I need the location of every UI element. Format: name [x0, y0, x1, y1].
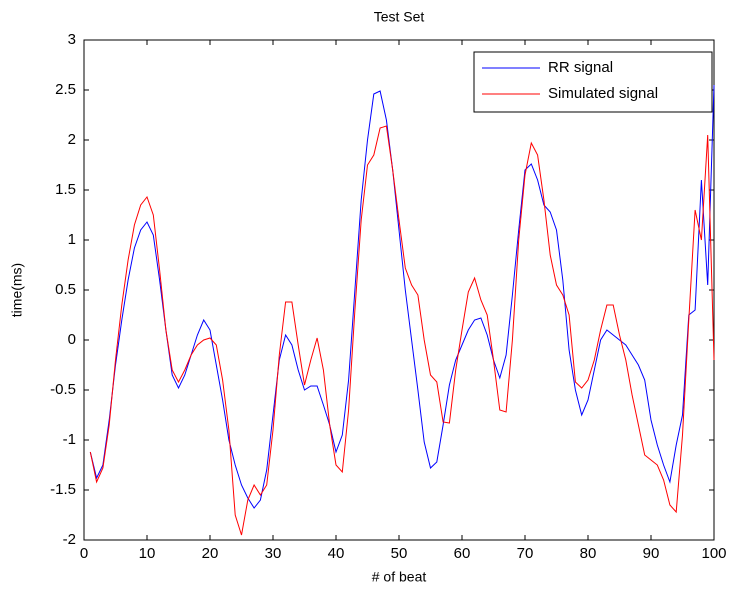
x-tick-label: 100	[701, 545, 726, 562]
data-line	[89, 84, 715, 509]
y-tick-label: 0	[68, 331, 76, 348]
x-axis-label: # of beat	[372, 569, 427, 585]
x-tick-label: 10	[139, 545, 156, 562]
y-tick-label: 3	[68, 31, 76, 48]
chart-title: Test Set	[374, 9, 425, 25]
x-tick-label: 40	[328, 545, 345, 562]
y-tick-label: 1.5	[55, 181, 76, 198]
legend-box	[473, 51, 713, 113]
x-tick-label: 80	[580, 545, 597, 562]
x-tick-label: 50	[391, 545, 408, 562]
x-tick-label: 30	[265, 545, 282, 562]
y-tick-label: -0.5	[50, 381, 76, 398]
x-tick-label: 60	[454, 545, 471, 562]
y-tick-label: 2	[68, 131, 76, 148]
x-tick-label: 90	[643, 545, 660, 562]
y-tick-label: -1	[63, 431, 76, 448]
y-tick-label: 1	[68, 231, 76, 248]
legend-label: RR signal	[548, 59, 613, 76]
x-tick-label: 20	[202, 545, 219, 562]
y-tick-label: -1.5	[50, 481, 76, 498]
y-tick-label: -2	[63, 531, 76, 548]
y-axis-label: time(ms)	[9, 263, 25, 317]
x-tick-label: 0	[80, 545, 88, 562]
legend-label: Simulated signal	[548, 85, 658, 102]
data-line	[89, 125, 715, 536]
x-tick-label: 70	[517, 545, 534, 562]
y-tick-label: 2.5	[55, 81, 76, 98]
y-tick-label: 0.5	[55, 281, 76, 298]
plot-area	[83, 39, 715, 541]
